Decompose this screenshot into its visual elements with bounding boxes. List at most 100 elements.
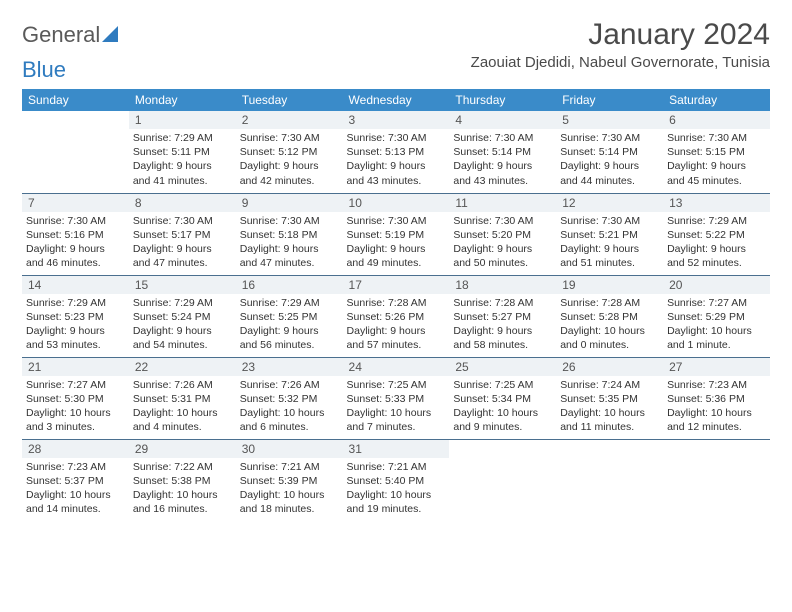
- day-details: Sunrise: 7:30 AMSunset: 5:15 PMDaylight:…: [663, 129, 770, 192]
- calendar-day-cell: 20Sunrise: 7:27 AMSunset: 5:29 PMDayligh…: [663, 275, 770, 357]
- day-number: 14: [22, 276, 129, 294]
- day-number: 7: [22, 194, 129, 212]
- day-number: 19: [556, 276, 663, 294]
- day-details: Sunrise: 7:30 AMSunset: 5:13 PMDaylight:…: [343, 129, 450, 192]
- day-details: Sunrise: 7:30 AMSunset: 5:17 PMDaylight:…: [129, 212, 236, 275]
- calendar-day-cell: 1Sunrise: 7:29 AMSunset: 5:11 PMDaylight…: [129, 111, 236, 193]
- calendar-week-row: 7Sunrise: 7:30 AMSunset: 5:16 PMDaylight…: [22, 193, 770, 275]
- weekday-header: Monday: [129, 89, 236, 111]
- day-number: 8: [129, 194, 236, 212]
- day-details: Sunrise: 7:23 AMSunset: 5:37 PMDaylight:…: [22, 458, 129, 521]
- calendar-day-cell: 22Sunrise: 7:26 AMSunset: 5:31 PMDayligh…: [129, 357, 236, 439]
- day-number: 15: [129, 276, 236, 294]
- day-number: 5: [556, 111, 663, 129]
- month-title: January 2024: [471, 18, 770, 52]
- weekday-header-row: SundayMondayTuesdayWednesdayThursdayFrid…: [22, 89, 770, 111]
- logo-sail-icon: [102, 22, 120, 48]
- day-number: 22: [129, 358, 236, 376]
- day-number: 23: [236, 358, 343, 376]
- day-number: 29: [129, 440, 236, 458]
- day-details: Sunrise: 7:22 AMSunset: 5:38 PMDaylight:…: [129, 458, 236, 521]
- calendar-day-cell: 16Sunrise: 7:29 AMSunset: 5:25 PMDayligh…: [236, 275, 343, 357]
- day-details: Sunrise: 7:30 AMSunset: 5:16 PMDaylight:…: [22, 212, 129, 275]
- calendar-day-cell: 24Sunrise: 7:25 AMSunset: 5:33 PMDayligh…: [343, 357, 450, 439]
- day-number: 3: [343, 111, 450, 129]
- day-details: Sunrise: 7:28 AMSunset: 5:27 PMDaylight:…: [449, 294, 556, 357]
- calendar-day-cell: 15Sunrise: 7:29 AMSunset: 5:24 PMDayligh…: [129, 275, 236, 357]
- day-number: 10: [343, 194, 450, 212]
- calendar-day-cell: 25Sunrise: 7:25 AMSunset: 5:34 PMDayligh…: [449, 357, 556, 439]
- logo-text-1: General: [22, 22, 100, 48]
- day-details: Sunrise: 7:26 AMSunset: 5:32 PMDaylight:…: [236, 376, 343, 439]
- day-details: Sunrise: 7:25 AMSunset: 5:33 PMDaylight:…: [343, 376, 450, 439]
- calendar-body: .. 1Sunrise: 7:29 AMSunset: 5:11 PMDaylig…: [22, 111, 770, 521]
- day-number: 13: [663, 194, 770, 212]
- weekday-header: Thursday: [449, 89, 556, 111]
- weekday-header: Tuesday: [236, 89, 343, 111]
- calendar-day-cell: 26Sunrise: 7:24 AMSunset: 5:35 PMDayligh…: [556, 357, 663, 439]
- calendar-day-cell: 10Sunrise: 7:30 AMSunset: 5:19 PMDayligh…: [343, 193, 450, 275]
- day-number: 17: [343, 276, 450, 294]
- day-number: 16: [236, 276, 343, 294]
- day-details: Sunrise: 7:30 AMSunset: 5:14 PMDaylight:…: [556, 129, 663, 192]
- calendar-day-cell: 3Sunrise: 7:30 AMSunset: 5:13 PMDaylight…: [343, 111, 450, 193]
- day-number: 25: [449, 358, 556, 376]
- calendar-day-cell: 8Sunrise: 7:30 AMSunset: 5:17 PMDaylight…: [129, 193, 236, 275]
- calendar-day-cell: 7Sunrise: 7:30 AMSunset: 5:16 PMDaylight…: [22, 193, 129, 275]
- calendar-day-cell: 17Sunrise: 7:28 AMSunset: 5:26 PMDayligh…: [343, 275, 450, 357]
- calendar-day-cell: 30Sunrise: 7:21 AMSunset: 5:39 PMDayligh…: [236, 439, 343, 521]
- day-details: Sunrise: 7:30 AMSunset: 5:14 PMDaylight:…: [449, 129, 556, 192]
- calendar-day-cell: 5Sunrise: 7:30 AMSunset: 5:14 PMDaylight…: [556, 111, 663, 193]
- day-details: Sunrise: 7:30 AMSunset: 5:19 PMDaylight:…: [343, 212, 450, 275]
- calendar-week-row: 14Sunrise: 7:29 AMSunset: 5:23 PMDayligh…: [22, 275, 770, 357]
- day-number: 20: [663, 276, 770, 294]
- day-number: 9: [236, 194, 343, 212]
- weekday-header: Sunday: [22, 89, 129, 111]
- calendar-week-row: ..1Sunrise: 7:29 AMSunset: 5:11 PMDaylig…: [22, 111, 770, 193]
- day-details: Sunrise: 7:30 AMSunset: 5:18 PMDaylight:…: [236, 212, 343, 275]
- day-number: 31: [343, 440, 450, 458]
- day-number: 18: [449, 276, 556, 294]
- calendar-day-cell: 21Sunrise: 7:27 AMSunset: 5:30 PMDayligh…: [22, 357, 129, 439]
- logo-text-2: Blue: [22, 57, 770, 83]
- calendar-day-cell: ..: [556, 439, 663, 521]
- day-details: Sunrise: 7:29 AMSunset: 5:11 PMDaylight:…: [129, 129, 236, 192]
- logo: General: [22, 18, 120, 48]
- day-number: 11: [449, 194, 556, 212]
- day-number: 26: [556, 358, 663, 376]
- weekday-header: Wednesday: [343, 89, 450, 111]
- day-details: Sunrise: 7:29 AMSunset: 5:23 PMDaylight:…: [22, 294, 129, 357]
- calendar-day-cell: 19Sunrise: 7:28 AMSunset: 5:28 PMDayligh…: [556, 275, 663, 357]
- day-details: Sunrise: 7:30 AMSunset: 5:21 PMDaylight:…: [556, 212, 663, 275]
- calendar-week-row: 21Sunrise: 7:27 AMSunset: 5:30 PMDayligh…: [22, 357, 770, 439]
- day-details: Sunrise: 7:21 AMSunset: 5:39 PMDaylight:…: [236, 458, 343, 521]
- day-number: 27: [663, 358, 770, 376]
- calendar-day-cell: 9Sunrise: 7:30 AMSunset: 5:18 PMDaylight…: [236, 193, 343, 275]
- day-number: 24: [343, 358, 450, 376]
- calendar-day-cell: 23Sunrise: 7:26 AMSunset: 5:32 PMDayligh…: [236, 357, 343, 439]
- day-details: Sunrise: 7:29 AMSunset: 5:22 PMDaylight:…: [663, 212, 770, 275]
- day-details: Sunrise: 7:28 AMSunset: 5:26 PMDaylight:…: [343, 294, 450, 357]
- calendar-day-cell: 14Sunrise: 7:29 AMSunset: 5:23 PMDayligh…: [22, 275, 129, 357]
- day-number: 30: [236, 440, 343, 458]
- day-number: 21: [22, 358, 129, 376]
- calendar-day-cell: 27Sunrise: 7:23 AMSunset: 5:36 PMDayligh…: [663, 357, 770, 439]
- calendar-day-cell: 29Sunrise: 7:22 AMSunset: 5:38 PMDayligh…: [129, 439, 236, 521]
- calendar-day-cell: 4Sunrise: 7:30 AMSunset: 5:14 PMDaylight…: [449, 111, 556, 193]
- weekday-header: Friday: [556, 89, 663, 111]
- day-details: Sunrise: 7:21 AMSunset: 5:40 PMDaylight:…: [343, 458, 450, 521]
- calendar-day-cell: 13Sunrise: 7:29 AMSunset: 5:22 PMDayligh…: [663, 193, 770, 275]
- calendar-week-row: 28Sunrise: 7:23 AMSunset: 5:37 PMDayligh…: [22, 439, 770, 521]
- day-number: 28: [22, 440, 129, 458]
- calendar-day-cell: 31Sunrise: 7:21 AMSunset: 5:40 PMDayligh…: [343, 439, 450, 521]
- day-number: 4: [449, 111, 556, 129]
- day-number: 6: [663, 111, 770, 129]
- calendar-day-cell: ..: [663, 439, 770, 521]
- day-details: Sunrise: 7:29 AMSunset: 5:24 PMDaylight:…: [129, 294, 236, 357]
- weekday-header: Saturday: [663, 89, 770, 111]
- calendar-day-cell: 18Sunrise: 7:28 AMSunset: 5:27 PMDayligh…: [449, 275, 556, 357]
- day-number: 1: [129, 111, 236, 129]
- day-details: Sunrise: 7:27 AMSunset: 5:30 PMDaylight:…: [22, 376, 129, 439]
- day-details: Sunrise: 7:25 AMSunset: 5:34 PMDaylight:…: [449, 376, 556, 439]
- day-details: Sunrise: 7:30 AMSunset: 5:12 PMDaylight:…: [236, 129, 343, 192]
